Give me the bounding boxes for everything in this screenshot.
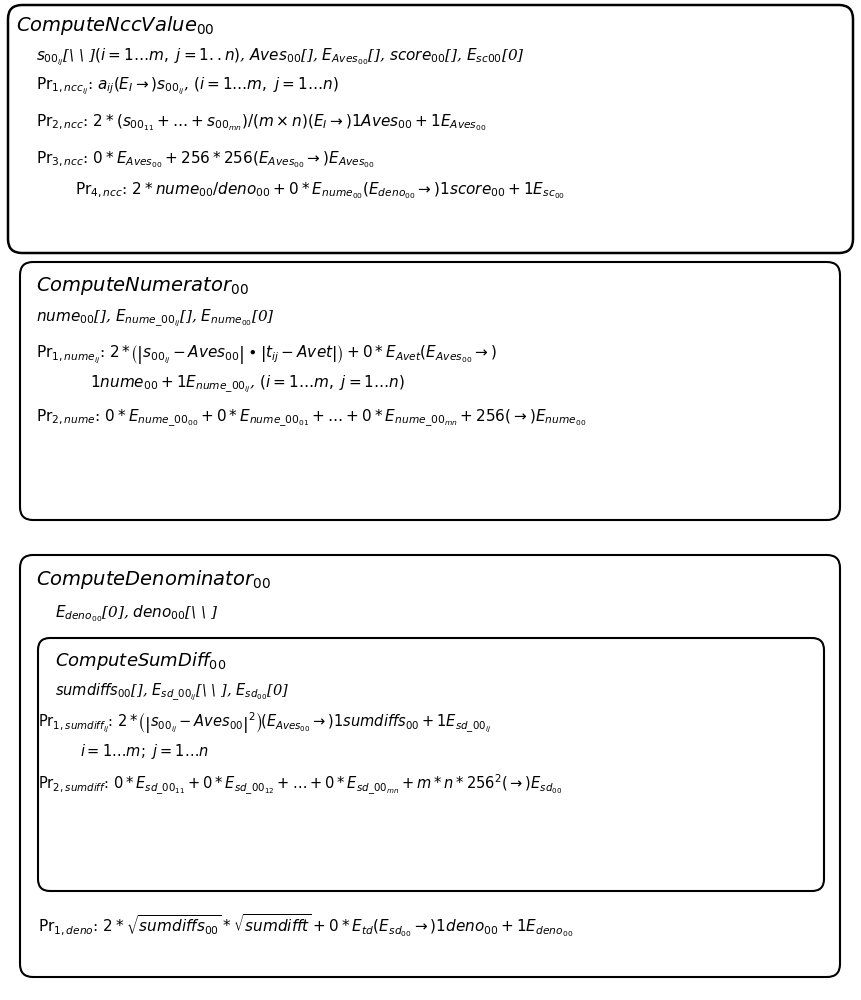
Text: $\mathrm{Pr}_{3,\mathit{ncc}}$: $0*E_{\mathit{Aves}_{00}}+256*256\left(E_{\mathi: $\mathrm{Pr}_{3,\mathit{ncc}}$: $0*E_{\m… bbox=[36, 149, 375, 170]
FancyBboxPatch shape bbox=[8, 5, 853, 253]
Text: $E_{\mathit{deno}_{00}}$[0], $\mathit{deno}_{00}$[\ \ ]: $E_{\mathit{deno}_{00}}$[0], $\mathit{de… bbox=[55, 603, 219, 624]
Text: $\mathit{ComputeNumerator}_{00}$: $\mathit{ComputeNumerator}_{00}$ bbox=[36, 275, 249, 297]
Text: $\mathit{ComputeDenominator}_{00}$: $\mathit{ComputeDenominator}_{00}$ bbox=[36, 568, 271, 591]
FancyBboxPatch shape bbox=[20, 262, 840, 520]
Text: $\mathrm{Pr}_{1,\mathit{ncc}_{ij}}$: $a_{ij}\left(E_I \rightarrow\right)s_{00_{i: $\mathrm{Pr}_{1,\mathit{ncc}_{ij}}$: $a_… bbox=[36, 76, 338, 97]
Text: $\mathrm{Pr}_{4,\mathit{ncc}}$: $2*\mathit{nume}_{00}/\mathit{deno}_{00}+0*E_{\m: $\mathrm{Pr}_{4,\mathit{ncc}}$: $2*\math… bbox=[75, 180, 565, 201]
Text: $1\mathit{nume}_{00}+1E_{\mathit{nume\_00}_{ij}}$, $(i=1\ldots m,\ j=1\ldots n)$: $1\mathit{nume}_{00}+1E_{\mathit{nume\_0… bbox=[90, 374, 406, 395]
Text: $\mathit{nume}_{00}$[], $E_{\mathit{nume\_00}_{ij}}$[], $E_{\mathit{nume}_{00}}$: $\mathit{nume}_{00}$[], $E_{\mathit{nume… bbox=[36, 308, 275, 329]
Text: $\mathit{ComputeSumDiff}_{00}$: $\mathit{ComputeSumDiff}_{00}$ bbox=[55, 650, 226, 672]
Text: $\mathrm{Pr}_{1,\mathit{sumdiff}_{ij}}$: $2*\!\left(\left|s_{00_{ij}}-\mathit{Av: $\mathrm{Pr}_{1,\mathit{sumdiff}_{ij}}$:… bbox=[38, 710, 492, 735]
Text: $\mathit{ComputeNccValue}_{00}$: $\mathit{ComputeNccValue}_{00}$ bbox=[16, 14, 214, 37]
Text: $\mathrm{Pr}_{2,\mathit{sumdiff}}$: $0*E_{\mathit{sd\_00}_{11}}+0*E_{\mathit{sd\: $\mathrm{Pr}_{2,\mathit{sumdiff}}$: $0*E… bbox=[38, 772, 562, 796]
Text: $\mathrm{Pr}_{2,\mathit{ncc}}$: $2*(s_{00_{11}}+\ldots+s_{00_{mn}})/(m\times n)\: $\mathrm{Pr}_{2,\mathit{ncc}}$: $2*(s_{0… bbox=[36, 112, 486, 133]
Text: $\mathrm{Pr}_{1,\mathit{nume}_{ij}}$: $2*\!\left(\left|s_{00_{ij}}-\mathit{Aves}: $\mathrm{Pr}_{1,\mathit{nume}_{ij}}$: $2… bbox=[36, 343, 497, 366]
Text: $\mathrm{Pr}_{1,\mathit{deno}}$: $2*\sqrt{\mathit{sumdiffs}_{00}}*\sqrt{\mathit{: $\mathrm{Pr}_{1,\mathit{deno}}$: $2*\sqr… bbox=[38, 912, 573, 939]
FancyBboxPatch shape bbox=[20, 555, 840, 977]
Text: $\mathit{sumdiffs}_{00}$[], $E_{\mathit{sd\_00}_{ij}}$[\ \ ], $E_{\mathit{sd}_{0: $\mathit{sumdiffs}_{00}$[], $E_{\mathit{… bbox=[55, 682, 289, 703]
Text: $\mathrm{Pr}_{2,\mathit{nume}}$: $0*E_{\mathit{nume\_00}_{00}}+0*E_{\mathit{nume: $\mathrm{Pr}_{2,\mathit{nume}}$: $0*E_{\… bbox=[36, 408, 586, 429]
Text: $i=1\ldots m;\ j=1\ldots n$: $i=1\ldots m;\ j=1\ldots n$ bbox=[80, 742, 209, 761]
Text: $s_{00_{ij}}$[\ \ ]$(i=1\ldots m,\ j=1..n)$, $\mathit{Aves}_{00}$[], $E_{\mathit: $s_{00_{ij}}$[\ \ ]$(i=1\ldots m,\ j=1..… bbox=[36, 47, 525, 68]
FancyBboxPatch shape bbox=[38, 638, 824, 891]
